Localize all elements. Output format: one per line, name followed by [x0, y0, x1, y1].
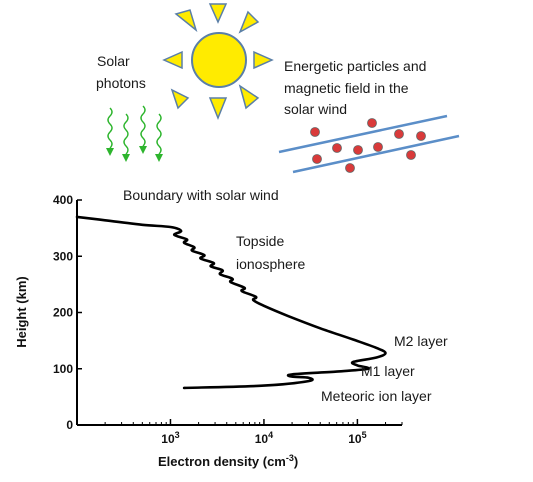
solar-wind-label-line3: solar wind [284, 101, 347, 117]
solar-wind-label-line2: magnetic field in the [284, 80, 409, 96]
m1-layer-label: M1 layer [361, 363, 415, 379]
boundary-label: Boundary with solar wind [123, 187, 279, 203]
sun-icon [162, 3, 274, 121]
meteoric-ion-layer-label: Meteoric ion layer [321, 388, 432, 404]
solar-wind-field-icon [278, 114, 460, 174]
topside-label-line1: Topside [236, 233, 284, 249]
photon-arrows-icon [106, 105, 163, 162]
x-axis-ticks: 103 104 105 [104, 419, 403, 446]
electron-density-profile [75, 215, 387, 390]
x-tick-label: 104 [255, 430, 273, 446]
x-tick-label: 103 [161, 430, 179, 446]
solar-photons-label-line1: Solar [97, 53, 130, 69]
topside-label-line2: ionosphere [236, 256, 305, 272]
y-tick-label: 100 [53, 362, 73, 376]
x-tick-label: 105 [348, 430, 366, 446]
y-tick-label: 400 [53, 193, 73, 207]
m2-layer-label: M2 layer [394, 333, 448, 349]
y-axis-ticks: 0 100 200 300 400 [53, 193, 82, 432]
solar-photons-label-line2: photons [96, 75, 146, 91]
electron-density-chart: 0 100 200 300 400 103 104 105 Height (km) Elec… [14, 193, 403, 469]
y-tick-label: 200 [53, 306, 73, 320]
y-tick-label: 300 [53, 249, 73, 263]
y-axis-label: Height (km) [14, 276, 29, 348]
y-tick-label: 0 [66, 418, 73, 432]
solar-wind-label-line1: Energetic particles and [284, 58, 426, 74]
x-axis-label: Electron density (cm-3) [158, 453, 298, 469]
